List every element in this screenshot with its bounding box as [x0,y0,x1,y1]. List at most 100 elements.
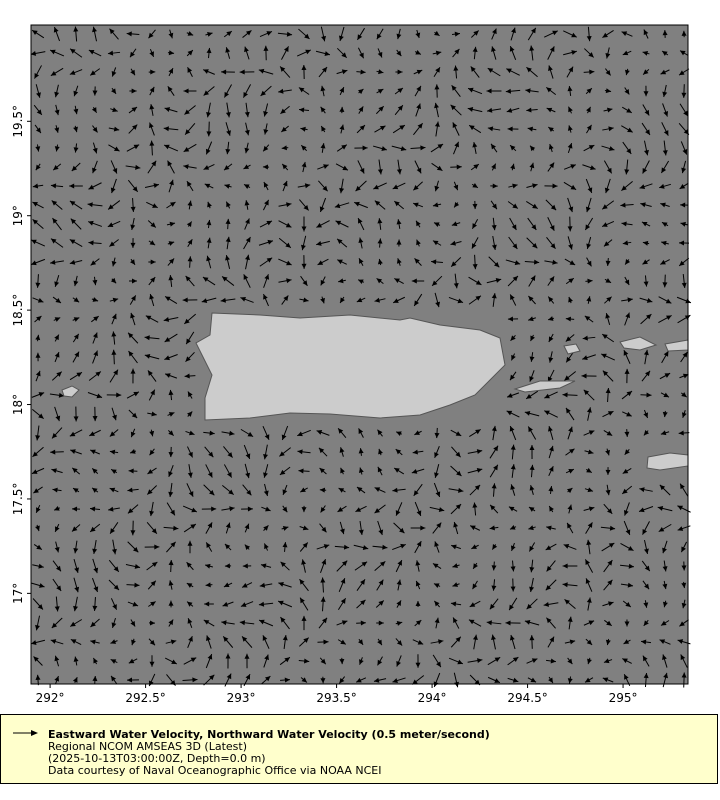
velocity-arrow [92,350,98,364]
velocity-arrow [450,636,462,648]
velocity-arrow [339,657,345,665]
velocity-arrow [601,200,615,210]
velocity-arrow [320,296,325,304]
velocity-arrow [604,178,611,194]
velocity-arrow [258,239,274,246]
velocity-arrow [432,50,442,56]
velocity-arrow [225,218,231,230]
velocity-arrow [147,160,157,174]
velocity-arrow [106,392,122,398]
velocity-arrow [30,239,46,247]
velocity-arrow [434,292,441,308]
velocity-arrow [452,582,460,587]
velocity-arrow [509,371,517,381]
velocity-arrow [282,505,288,513]
velocity-arrow [394,278,404,284]
velocity-arrow [679,182,689,190]
velocity-arrow [567,125,573,133]
velocity-arrow [187,391,193,399]
velocity-arrow [167,86,175,96]
velocity-arrow [261,506,271,512]
vieques [513,380,576,393]
velocity-arrow [164,373,178,379]
velocity-arrow [643,349,649,365]
velocity-arrow [585,278,593,284]
legend-time-depth: (2025-10-13T03:00:00Z, Depth=0.0 m) [48,752,266,765]
velocity-arrow [544,410,558,418]
legend-title: Eastward Water Velocity, Northward Water… [48,728,490,741]
velocity-arrow [318,66,328,78]
velocity-arrow [642,259,650,265]
velocity-arrow [681,273,687,289]
velocity-arrow [415,600,421,608]
velocity-arrow [486,620,502,626]
velocity-arrow [471,544,479,550]
velocity-arrow [469,484,481,496]
velocity-arrow [203,430,215,436]
velocity-arrow [396,159,402,175]
velocity-arrow [547,296,555,304]
velocity-arrow [432,563,442,569]
velocity-arrow [392,182,406,190]
velocity-arrow [548,65,554,79]
velocity-arrow [621,390,633,400]
velocity-arrow [621,297,633,303]
velocity-arrow [547,217,555,231]
velocity-arrow [377,218,383,230]
velocity-arrow [301,255,307,269]
velocity-arrow [586,407,592,421]
velocity-arrow [90,449,100,455]
velocity-arrow [373,182,387,190]
velocity-arrow [70,218,82,230]
velocity-arrow [662,560,668,572]
velocity-arrow [453,141,459,155]
velocity-arrow [355,505,367,513]
velocity-arrow [620,202,634,208]
velocity-arrow [529,635,535,649]
velocity-arrow [356,69,366,75]
velocity-arrow [358,88,364,95]
velocity-arrow [259,220,273,228]
velocity-arrow [471,237,479,249]
velocity-arrow [110,658,118,664]
velocity-arrow [506,410,520,418]
velocity-arrow [374,487,386,493]
velocity-arrow [510,353,516,361]
velocity-arrow [183,88,197,94]
velocity-arrow [72,676,78,684]
velocity-arrow [660,430,670,436]
velocity-arrow [564,599,576,609]
velocity-arrow [225,653,231,669]
velocity-arrow [281,425,289,441]
velocity-arrow [243,274,251,288]
velocity-arrow [660,259,670,265]
velocity-arrow [586,26,592,42]
velocity-arrow [298,107,310,113]
velocity-arrow [301,615,307,631]
velocity-arrow [544,259,558,265]
velocity-arrow [472,46,478,60]
velocity-arrow [32,409,44,419]
velocity-arrow [641,370,651,382]
velocity-arrow [166,221,176,227]
velocity-arrow [583,144,595,152]
velocity-arrow [566,66,574,78]
velocity-arrow [52,578,62,592]
velocity-arrow [30,639,46,645]
velocity-arrow [358,638,364,646]
velocity-arrow [681,581,687,589]
velocity-arrow [491,544,498,550]
velocity-arrow [203,86,215,96]
velocity-arrow [109,28,119,40]
velocity-arrow [278,220,292,228]
velocity-arrow [131,638,136,646]
velocity-arrow [641,560,651,572]
velocity-arrow [601,333,615,343]
velocity-arrow [528,275,536,287]
velocity-arrow [126,391,140,399]
velocity-arrow [92,142,98,154]
velocity-arrow [585,638,593,646]
velocity-arrow [73,143,79,153]
velocity-arrow [338,278,346,284]
velocity-arrow [339,296,345,304]
